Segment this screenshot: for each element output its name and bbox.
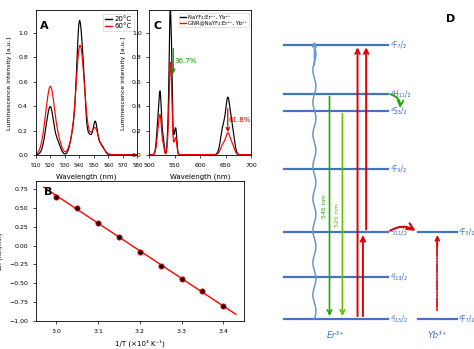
FancyArrowPatch shape (390, 223, 414, 231)
Text: ⁴I₁₃/₂: ⁴I₁₃/₂ (390, 273, 408, 282)
Text: ²F₇/₂: ²F₇/₂ (459, 314, 474, 324)
Text: C: C (154, 21, 162, 31)
Y-axis label: Ln (I₅₂₅/I₅₄₅): Ln (I₅₂₅/I₅₄₅) (0, 232, 3, 270)
Point (94, 220, 102, 226)
Y-axis label: Luminescence intensity [a.u.]: Luminescence intensity [a.u.] (8, 36, 12, 129)
X-axis label: 1/T (×10³ K⁻¹): 1/T (×10³ K⁻¹) (115, 339, 164, 347)
Text: Yb³⁺: Yb³⁺ (428, 331, 447, 340)
Point (53, 194, 60, 199)
Y-axis label: Luminescence intensity [a.u.]: Luminescence intensity [a.u.] (121, 36, 126, 129)
Text: ⁴S₃/₂: ⁴S₃/₂ (390, 106, 407, 116)
Point (199, 288, 206, 294)
Text: B: B (44, 187, 52, 197)
Point (178, 276, 185, 282)
Text: ⁴F₇/₂: ⁴F₇/₂ (390, 40, 406, 49)
Legend: NaYF₄:Er³⁺, Yb³⁺, GNR@NaYF₄:Er³⁺, Yb³⁺: NaYF₄:Er³⁺, Yb³⁺, GNR@NaYF₄:Er³⁺, Yb³⁺ (179, 13, 248, 27)
Text: A: A (40, 21, 48, 31)
Text: 545 nm: 545 nm (322, 194, 327, 218)
Point (73, 205, 81, 211)
Text: ⁴I₁₅/₂: ⁴I₁₅/₂ (390, 314, 408, 324)
Point (219, 303, 227, 309)
Text: ⁴I₁₁/₂: ⁴I₁₁/₂ (390, 228, 407, 237)
Legend: 20°C, 60°C: 20°C, 60°C (103, 14, 134, 31)
Point (115, 234, 123, 239)
Text: 36.7%: 36.7% (174, 58, 197, 64)
Text: ²F₅/₂: ²F₅/₂ (459, 228, 474, 237)
FancyArrowPatch shape (391, 94, 403, 106)
Text: ²H₁₁/₂: ²H₁₁/₂ (390, 89, 411, 98)
Point (157, 263, 164, 269)
X-axis label: Wavelength (nm): Wavelength (nm) (170, 173, 230, 180)
Text: Er³⁺: Er³⁺ (327, 331, 345, 340)
X-axis label: Wavelength (nm): Wavelength (nm) (56, 173, 117, 180)
Text: 61.8%: 61.8% (229, 117, 251, 124)
Text: 525 nm: 525 nm (335, 203, 340, 227)
Text: D: D (446, 14, 455, 24)
Point (136, 249, 144, 254)
Text: ⁴F₉/₂: ⁴F₉/₂ (390, 164, 406, 173)
